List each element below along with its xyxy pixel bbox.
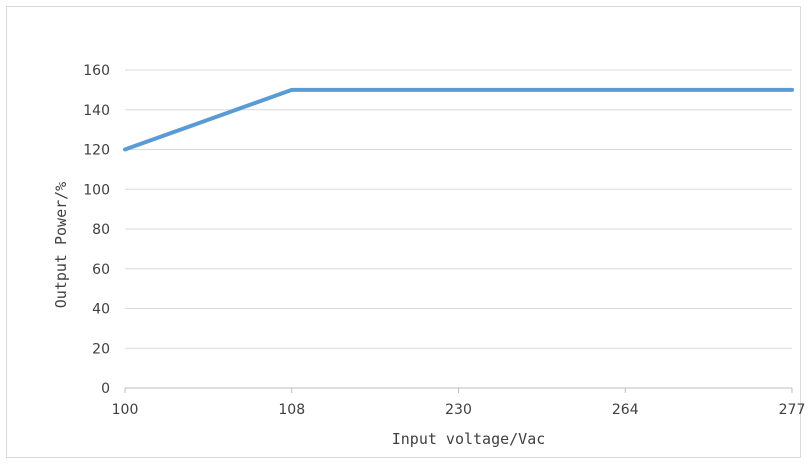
- x-tick-label: 277: [779, 402, 806, 418]
- y-tick-label: 0: [101, 381, 110, 397]
- x-tick-label: 100: [112, 402, 139, 418]
- series-line-0: [123, 87, 794, 152]
- x-axis-label: Input voltage/Vac: [392, 430, 546, 448]
- y-tick-label: 100: [83, 182, 110, 198]
- y-tick-label: 80: [92, 222, 110, 238]
- y-tick-label: 40: [92, 302, 110, 318]
- series-layer: [123, 87, 794, 152]
- y-axis-label: Output Power/%: [52, 182, 70, 308]
- x-tick-label: 108: [278, 402, 305, 418]
- y-tick-label: 140: [83, 103, 110, 119]
- y-tick-label: 60: [92, 262, 110, 278]
- y-tick-label: 20: [92, 341, 110, 357]
- y-tick-label: 120: [83, 143, 110, 159]
- x-tick-label: 230: [445, 402, 472, 418]
- chart-frame: [6, 6, 801, 458]
- gridlines: [125, 69, 792, 349]
- y-tick-labels: 0 20 40 60 80 100 120 140 160: [83, 63, 110, 397]
- x-tick-label: 264: [612, 402, 639, 418]
- x-tick-labels: 100 108 230 264 277: [112, 388, 806, 418]
- y-tick-label: 160: [83, 63, 110, 79]
